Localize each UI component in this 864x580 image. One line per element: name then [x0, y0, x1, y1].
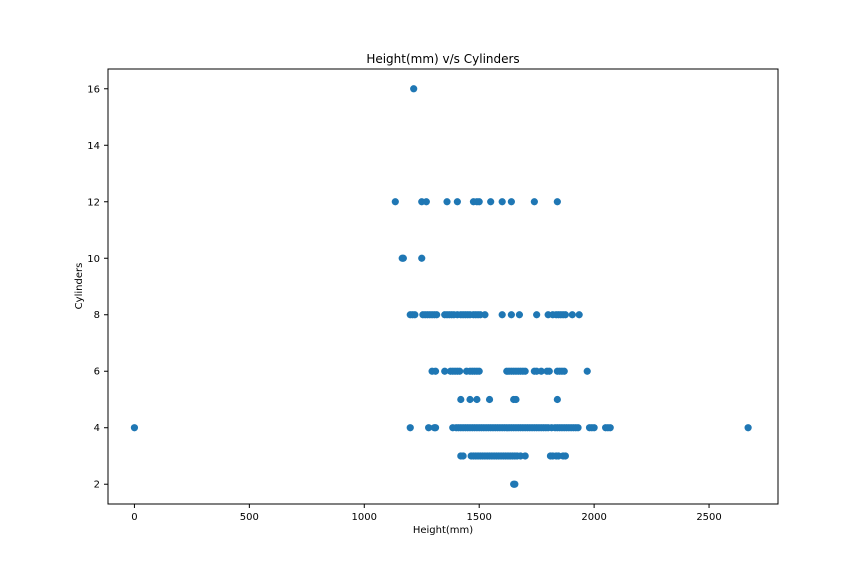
data-point — [590, 424, 598, 432]
y-tick-label: 6 — [94, 367, 100, 378]
data-point — [537, 367, 545, 375]
data-point — [561, 311, 569, 319]
y-tick-label: 14 — [87, 141, 100, 152]
data-point — [568, 311, 576, 319]
data-point — [515, 311, 524, 319]
data-point — [574, 424, 582, 432]
data-point — [481, 311, 489, 319]
data-point — [553, 395, 561, 404]
y-tick-label: 12 — [87, 197, 100, 208]
points-layer — [130, 85, 752, 488]
data-point — [575, 311, 583, 319]
data-point — [498, 198, 506, 206]
data-point — [606, 424, 614, 432]
data-point — [456, 367, 464, 375]
y-tick-label: 2 — [94, 480, 100, 491]
data-point — [475, 367, 483, 375]
x-tick-label: 500 — [240, 512, 259, 523]
data-point — [399, 254, 407, 262]
data-point — [441, 367, 449, 375]
y-tick-label: 8 — [94, 310, 100, 321]
data-point — [521, 367, 529, 375]
data-point — [391, 198, 399, 206]
data-point — [507, 198, 515, 206]
data-point — [583, 367, 591, 375]
data-point — [433, 311, 441, 319]
data-point — [560, 367, 568, 375]
y-tick-label: 16 — [87, 84, 100, 95]
plot-frame — [107, 68, 779, 505]
data-point — [466, 395, 474, 404]
x-axis-label: Height(mm) — [413, 525, 473, 536]
y-axis-label: Cylinders — [74, 263, 85, 310]
data-point — [418, 254, 426, 262]
data-point — [511, 480, 519, 488]
data-point — [453, 198, 461, 206]
data-point — [744, 424, 752, 432]
x-tick-label: 1500 — [466, 512, 491, 523]
data-point — [533, 311, 541, 319]
data-point — [521, 452, 529, 460]
x-tick-label: 0 — [131, 512, 137, 523]
y-tick-label: 10 — [87, 254, 100, 265]
data-point — [553, 198, 561, 206]
data-point — [422, 198, 430, 206]
data-point — [485, 395, 494, 404]
data-point — [443, 198, 451, 206]
data-point — [459, 452, 467, 460]
data-point — [431, 424, 440, 432]
data-point — [561, 452, 569, 460]
ticks-layer: 0 500 1000 1500 2000 2500 2 4 6 8 10 12 14 16 — [87, 84, 722, 523]
x-tick-label: 2000 — [581, 512, 606, 523]
data-point — [475, 198, 483, 206]
x-tick-label: 1000 — [352, 512, 377, 523]
data-point — [498, 311, 506, 319]
y-tick-label: 4 — [94, 423, 100, 434]
data-point — [410, 85, 418, 93]
data-point — [411, 311, 419, 319]
data-point — [530, 198, 538, 206]
chart-title: Height(mm) v/s Cylinders — [366, 52, 519, 66]
data-point — [406, 424, 414, 432]
data-point — [431, 367, 440, 375]
data-point — [130, 424, 139, 432]
data-point — [512, 395, 520, 404]
data-point — [487, 198, 495, 206]
data-point — [473, 395, 481, 404]
data-point — [545, 367, 553, 375]
data-point — [457, 395, 465, 404]
data-point — [507, 311, 515, 319]
x-tick-label: 2500 — [696, 512, 721, 523]
data-point — [425, 424, 433, 432]
